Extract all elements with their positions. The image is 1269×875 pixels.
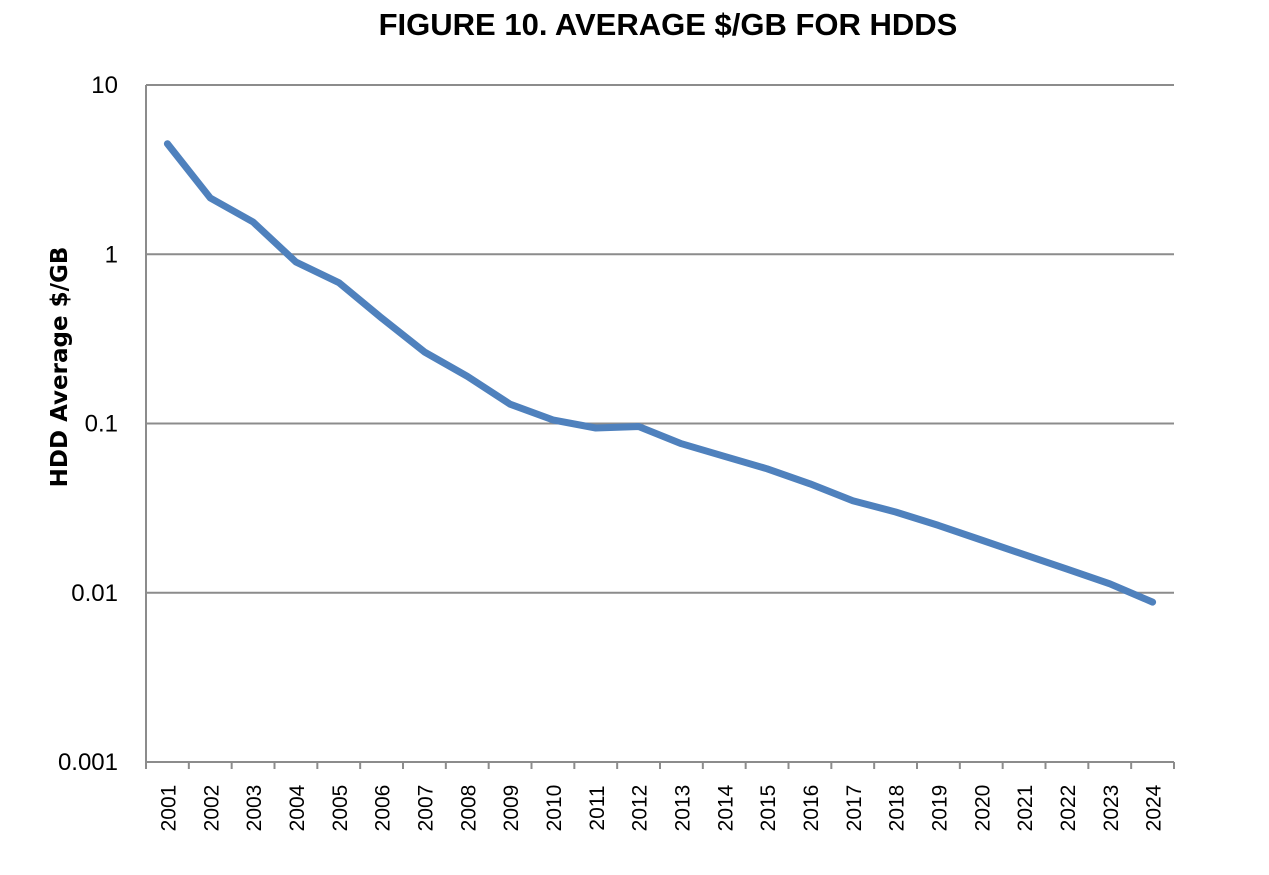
axes (145, 85, 1175, 769)
y-tick-label: 0.001 (58, 749, 118, 776)
x-tick-label: 2021 (1014, 785, 1037, 832)
x-tick-label: 2013 (671, 785, 694, 832)
x-tick-label: 2018 (886, 785, 909, 832)
x-tick-label: 2001 (157, 785, 180, 832)
x-tick-label: 2012 (629, 785, 652, 832)
x-tick-label: 2007 (414, 785, 437, 832)
x-tick-label: 2004 (286, 784, 309, 831)
x-tick-label: 2008 (457, 785, 480, 832)
y-tick-label: 1 (105, 241, 118, 268)
x-tick-label: 2003 (243, 785, 266, 832)
y-tick-label: 10 (91, 72, 118, 99)
y-tick-label: 0.01 (71, 580, 118, 607)
gridlines (146, 84, 1174, 594)
x-tick-label: 2006 (372, 785, 395, 832)
x-tick-label: 2002 (200, 785, 223, 832)
y-tick-label: 0.1 (85, 411, 118, 438)
x-tick-label: 2023 (1100, 785, 1123, 832)
x-tick-label: 2022 (1057, 785, 1080, 832)
x-tick-label: 2014 (714, 784, 737, 831)
y-tick-labels: 10 1 0.1 0.01 0.001 (58, 72, 118, 776)
chart-title: FIGURE 10. AVERAGE $/GB FOR HDDS (379, 7, 958, 42)
x-tick-label: 2010 (543, 785, 566, 832)
x-tick-label: 2011 (586, 785, 609, 830)
x-tick-label: 2017 (843, 785, 866, 832)
x-tick-label: 2009 (500, 785, 523, 832)
x-tick-label: 2015 (757, 785, 780, 832)
x-tick-label: 2024 (1143, 784, 1166, 831)
series-group (163, 140, 1157, 606)
x-tick-label: 2019 (928, 785, 951, 832)
x-tick-label: 2020 (971, 785, 994, 832)
x-tick-labels: 2001 2002 2003 2004 2005 2006 2007 2008 2009 2010… (157, 784, 1165, 831)
x-tick-label: 2016 (800, 785, 823, 832)
series-line (163, 140, 1157, 606)
x-tick-label: 2005 (329, 785, 352, 832)
y-axis-label: HDD Average $/GB (47, 247, 73, 488)
